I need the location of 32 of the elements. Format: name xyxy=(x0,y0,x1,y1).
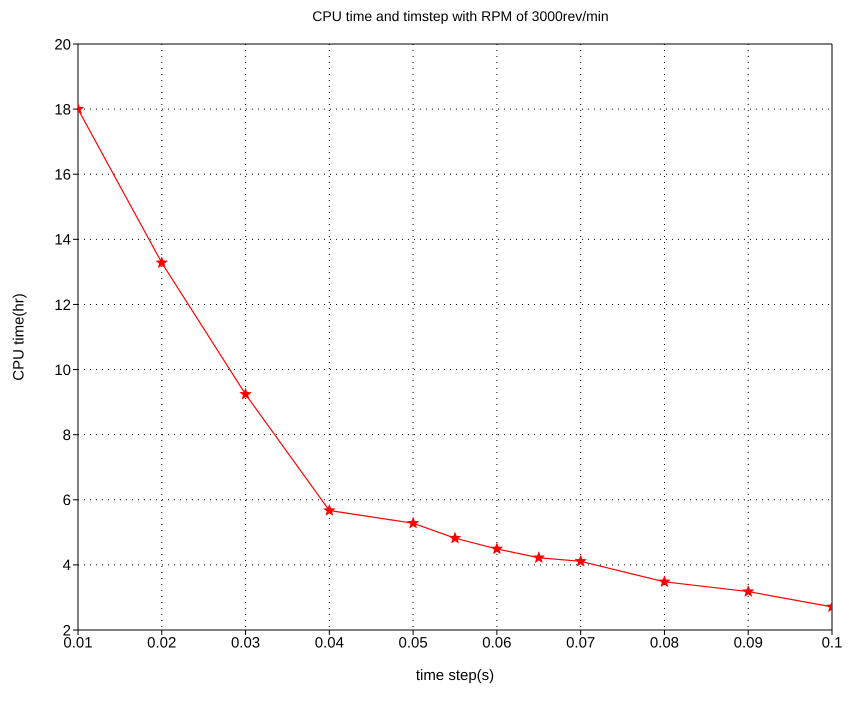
x-tick-label: 0.02 xyxy=(147,634,176,652)
point xyxy=(323,504,336,516)
y-tick-label: 16 xyxy=(54,166,71,184)
y-tick-label: 4 xyxy=(62,557,71,574)
point xyxy=(658,576,670,587)
y-tick-label: 6 xyxy=(62,492,71,510)
point xyxy=(449,532,461,544)
chart-title: CPU time and timstep with RPM of 3000rev/min xyxy=(311,8,610,26)
point xyxy=(742,585,754,597)
x-tick-label: 0.09 xyxy=(734,634,763,652)
x-tick-label: 0.08 xyxy=(650,634,680,652)
x-tick-label: 0.07 xyxy=(566,634,596,652)
x-tick-label: 0.03 xyxy=(230,634,260,652)
point xyxy=(407,516,420,528)
point xyxy=(574,555,587,566)
y-tick-label: 18 xyxy=(54,101,71,118)
x-tick-label: 0.06 xyxy=(482,634,512,652)
y-tick-label: 10 xyxy=(54,362,71,379)
point xyxy=(490,542,503,554)
y-tick-label: 12 xyxy=(54,296,71,314)
point xyxy=(156,256,168,268)
point xyxy=(240,388,252,400)
y-tick-label: 20 xyxy=(54,36,71,54)
x-tick-label: 0.01 xyxy=(63,634,93,652)
x-axis-title: time step(s) xyxy=(416,667,494,684)
y-tick-label: 14 xyxy=(54,232,71,249)
point xyxy=(532,551,545,563)
y-axis-title: CPU time(hr) xyxy=(10,293,28,381)
x-tick-label: 0.05 xyxy=(398,634,428,652)
y-tick-label: 8 xyxy=(62,426,71,444)
x-tick-label: 0.1 xyxy=(822,634,842,652)
x-tick-label: 0.04 xyxy=(314,634,344,652)
